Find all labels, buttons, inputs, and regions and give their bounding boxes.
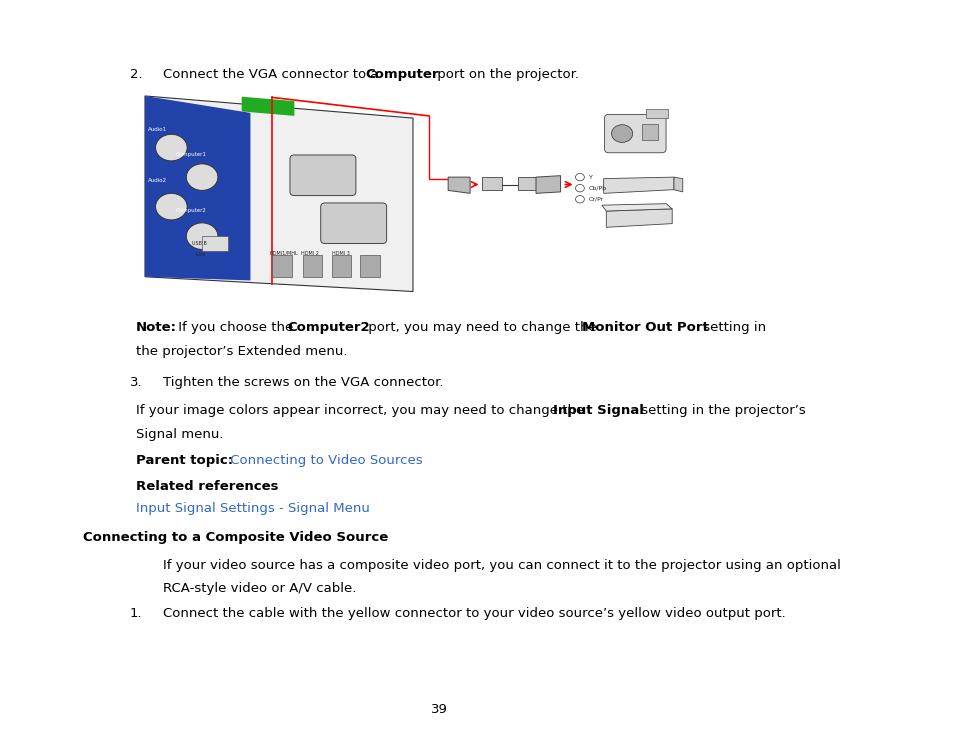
Text: Parent topic:: Parent topic: — [136, 454, 233, 467]
Text: Signal menu.: Signal menu. — [136, 428, 223, 441]
Polygon shape — [673, 177, 682, 192]
Text: Computer2: Computer2 — [288, 321, 370, 334]
Text: Y: Y — [588, 175, 592, 179]
FancyBboxPatch shape — [320, 203, 386, 244]
Text: Connecting to a Composite Video Source: Connecting to a Composite Video Source — [84, 531, 388, 545]
Text: HDMI1/MHL: HDMI1/MHL — [270, 251, 298, 256]
Text: Tighten the screws on the VGA connector.: Tighten the screws on the VGA connector. — [162, 376, 442, 390]
FancyBboxPatch shape — [482, 177, 501, 190]
Text: Cr/Pr: Cr/Pr — [588, 197, 603, 201]
Polygon shape — [603, 177, 673, 193]
Polygon shape — [145, 96, 413, 292]
Text: Monitor Out Port: Monitor Out Port — [581, 321, 708, 334]
Text: Input Signal Settings - Signal Menu: Input Signal Settings - Signal Menu — [136, 502, 370, 515]
Text: setting in: setting in — [699, 321, 765, 334]
FancyBboxPatch shape — [360, 255, 379, 277]
Text: 3.: 3. — [130, 376, 143, 390]
Text: 1.: 1. — [130, 607, 143, 620]
FancyBboxPatch shape — [645, 109, 667, 118]
Text: Computer1: Computer1 — [175, 153, 207, 157]
Text: setting in the projector’s: setting in the projector’s — [636, 404, 804, 418]
Text: Connecting to Video Sources: Connecting to Video Sources — [226, 454, 422, 467]
Text: Computer: Computer — [365, 68, 438, 81]
Text: Related references: Related references — [136, 480, 278, 493]
Polygon shape — [241, 97, 294, 116]
Text: port, you may need to change the: port, you may need to change the — [363, 321, 600, 334]
FancyBboxPatch shape — [517, 177, 536, 190]
Text: HDMI 3: HDMI 3 — [332, 251, 350, 256]
Circle shape — [186, 164, 217, 190]
Text: HDMI 2: HDMI 2 — [300, 251, 318, 256]
FancyBboxPatch shape — [604, 114, 665, 153]
Text: Connect the cable with the yellow connector to your video source’s yellow video : Connect the cable with the yellow connec… — [162, 607, 784, 620]
Text: RCA-style video or A/V cable.: RCA-style video or A/V cable. — [162, 582, 355, 596]
Text: Note:: Note: — [136, 321, 177, 334]
Circle shape — [186, 223, 217, 249]
Circle shape — [155, 193, 187, 220]
Polygon shape — [448, 177, 470, 193]
Text: 2.: 2. — [130, 68, 143, 81]
Text: Audio2: Audio2 — [148, 179, 167, 183]
Text: If you choose the: If you choose the — [173, 321, 297, 334]
Polygon shape — [536, 176, 560, 193]
Polygon shape — [606, 209, 672, 227]
Text: Input Signal: Input Signal — [553, 404, 643, 418]
Text: USB B: USB B — [192, 241, 206, 246]
Polygon shape — [145, 96, 251, 280]
FancyBboxPatch shape — [332, 255, 351, 277]
Text: Connect the VGA connector to a: Connect the VGA connector to a — [162, 68, 382, 81]
Text: Audio1: Audio1 — [148, 127, 167, 131]
Text: 39: 39 — [431, 703, 447, 716]
Text: LAN: LAN — [194, 252, 205, 258]
Text: the projector’s Extended menu.: the projector’s Extended menu. — [136, 345, 347, 358]
FancyBboxPatch shape — [273, 255, 292, 277]
FancyBboxPatch shape — [641, 124, 658, 140]
Polygon shape — [601, 204, 672, 211]
FancyBboxPatch shape — [290, 155, 355, 196]
Circle shape — [155, 134, 187, 161]
Text: Computer2: Computer2 — [175, 208, 207, 213]
Text: Cb/Pb: Cb/Pb — [588, 186, 606, 190]
Circle shape — [611, 125, 632, 142]
Text: If your video source has a composite video port, you can connect it to the proje: If your video source has a composite vid… — [162, 559, 840, 572]
FancyBboxPatch shape — [202, 236, 228, 251]
Text: If your image colors appear incorrect, you may need to change the: If your image colors appear incorrect, y… — [136, 404, 588, 418]
FancyBboxPatch shape — [303, 255, 322, 277]
Text: port on the projector.: port on the projector. — [433, 68, 578, 81]
